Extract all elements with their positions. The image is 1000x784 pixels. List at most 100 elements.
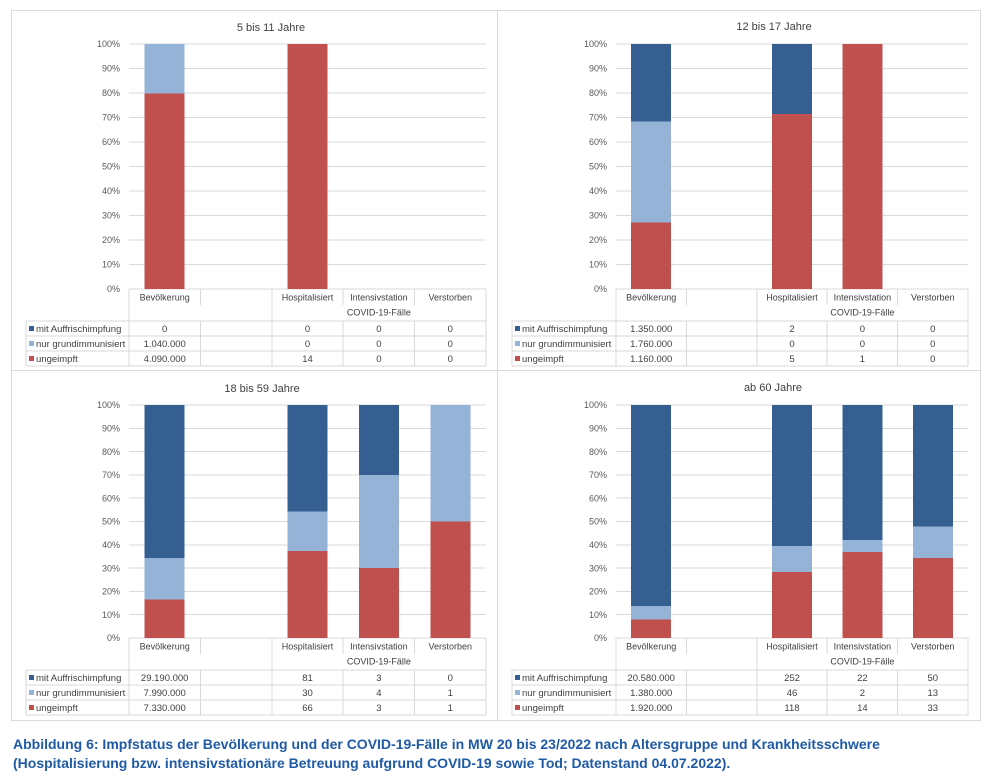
y-tick-label: 10% xyxy=(589,260,607,270)
legend-swatch-nur-grundimmunisiert xyxy=(515,690,520,695)
bar-hospitalisiert-mit-auffrischimpfung xyxy=(772,44,812,114)
bar-intensivstation-ungeimpft xyxy=(842,552,883,638)
y-tick-label: 10% xyxy=(102,260,120,270)
legend-label-ungeimpft: ungeimpft xyxy=(522,703,564,714)
y-tick-label: 70% xyxy=(589,113,607,123)
bar-hospitalisiert-mit-auffrischimpfung xyxy=(287,405,328,512)
legend-swatch-ungeimpft xyxy=(515,705,520,710)
bar-intensivstation-nur-grundimmunisiert xyxy=(358,474,399,569)
category-label-hospitalisiert: Hospitalisiert xyxy=(282,293,334,303)
legend-label-nur-grundimmunisiert: nur grundimmunisiert xyxy=(36,339,126,350)
category-label-intensivstation: Intensivstation xyxy=(350,642,408,652)
bar-bevoelkerung-nur-grundimmunisiert xyxy=(144,44,185,94)
bar-bevoelkerung-ungeimpft xyxy=(144,599,185,638)
category-group-label: COVID-19-Fälle xyxy=(830,308,894,318)
table-cell: 3 xyxy=(376,673,381,684)
bar-bevoelkerung-nur-grundimmunisiert xyxy=(631,121,672,223)
table-cell: 252 xyxy=(784,673,800,684)
legend-label-nur-grundimmunisiert: nur grundimmunisiert xyxy=(36,688,126,699)
y-tick-label: 70% xyxy=(589,470,607,480)
bar-verstorben-nur-grundimmunisiert xyxy=(912,526,953,558)
category-label-intensivstation: Intensivstation xyxy=(834,642,892,652)
category-label-bevoelkerung: Bevölkerung xyxy=(140,642,190,652)
y-tick-label: 90% xyxy=(589,64,607,74)
table-cell: 0 xyxy=(930,354,935,365)
y-tick-label: 0% xyxy=(107,284,120,294)
bar-verstorben-ungeimpft xyxy=(430,521,471,638)
y-tick-label: 50% xyxy=(102,162,120,172)
table-cell: 1.040.000 xyxy=(144,339,186,350)
table-cell: 13 xyxy=(928,688,939,699)
y-tick-label: 80% xyxy=(102,447,120,457)
y-tick-label: 50% xyxy=(102,517,120,527)
table-cell: 22 xyxy=(857,673,868,684)
table-cell: 0 xyxy=(448,324,453,335)
table-cell: 0 xyxy=(376,324,381,335)
legend-swatch-nur-grundimmunisiert xyxy=(515,341,520,346)
table-cell: 20.580.000 xyxy=(627,673,675,684)
table-cell: 0 xyxy=(448,673,453,684)
chart-panel-5-bis-11-jahre: 5 bis 11 Jahre 0% 10% 20% 30% 40% 50% 60% 70% 80%… xyxy=(11,10,498,371)
table-cell: 0 xyxy=(930,324,935,335)
chart-18-bis-59-jahre: 18 bis 59 Jahre 0% 10% 20% 30% 40% 50% 60% 70% 80… xyxy=(25,383,487,716)
legend-swatch-mit-auffrischimpfung xyxy=(515,326,520,331)
table-cell: 14 xyxy=(857,703,868,714)
category-label-hospitalisiert: Hospitalisiert xyxy=(766,293,818,303)
y-tick-label: 40% xyxy=(102,540,120,550)
category-label-hospitalisiert: Hospitalisiert xyxy=(766,642,818,652)
category-label-intensivstation: Intensivstation xyxy=(834,293,892,303)
bar-bevoelkerung-ungeimpft xyxy=(631,222,672,289)
bar-hospitalisiert-nur-grundimmunisiert xyxy=(772,546,812,572)
legend-swatch-mit-auffrischimpfung xyxy=(29,326,34,331)
table-cell: 0 xyxy=(305,324,310,335)
y-tick-label: 40% xyxy=(589,186,607,196)
y-tick-label: 60% xyxy=(102,137,120,147)
legend-swatch-nur-grundimmunisiert xyxy=(29,690,34,695)
chart-ab-60-jahre: ab 60 Jahre 0% 10% 20% 30% 40% 50% 60% 70% 80% 90%… xyxy=(511,382,969,716)
table-cell: 1.380.000 xyxy=(630,688,672,699)
bar-bevoelkerung-ungeimpft xyxy=(631,619,672,638)
legend-label-nur-grundimmunisiert: nur grundimmunisiert xyxy=(522,339,612,350)
chart-panel-ab-60-jahre: ab 60 Jahre 0% 10% 20% 30% 40% 50% 60% 70% 80% 90%… xyxy=(497,370,981,721)
caption-line-1: Abbildung 6: Impfstatus der Bevölkerung … xyxy=(13,736,880,752)
y-tick-label: 30% xyxy=(102,211,120,221)
table-cell: 7.330.000 xyxy=(144,703,186,714)
table-cell: 50 xyxy=(928,673,939,684)
table-cell: 1.160.000 xyxy=(630,354,672,365)
legend-label-ungeimpft: ungeimpft xyxy=(36,354,78,365)
bar-verstorben-ungeimpft xyxy=(912,557,953,638)
bar-hospitalisiert-nur-grundimmunisiert xyxy=(287,511,328,552)
bar-bevoelkerung-mit-auffrischimpfung xyxy=(631,44,672,122)
y-tick-label: 100% xyxy=(584,400,607,410)
bar-intensivstation-nur-grundimmunisiert xyxy=(842,539,883,553)
y-tick-label: 20% xyxy=(589,587,607,597)
table-cell: 1.760.000 xyxy=(630,339,672,350)
y-tick-label: 30% xyxy=(589,211,607,221)
y-tick-label: 0% xyxy=(594,633,607,643)
chart-title: 18 bis 59 Jahre xyxy=(224,383,299,395)
legend-label-mit-auffrischimpfung: mit Auffrischimpfung xyxy=(522,324,607,335)
bar-intensivstation-ungeimpft xyxy=(358,568,399,638)
table-cell: 7.990.000 xyxy=(144,688,186,699)
bar-hospitalisiert-ungeimpft xyxy=(772,571,812,638)
table-cell: 30 xyxy=(302,688,313,699)
y-tick-label: 20% xyxy=(589,235,607,245)
bar-hospitalisiert-ungeimpft xyxy=(287,44,328,289)
bar-intensivstation-ungeimpft xyxy=(842,44,883,289)
table-cell: 29.190.000 xyxy=(141,673,189,684)
legend-label-mit-auffrischimpfung: mit Auffrischimpfung xyxy=(36,673,121,684)
legend-swatch-nur-grundimmunisiert xyxy=(29,341,34,346)
y-tick-label: 60% xyxy=(589,137,607,147)
y-tick-label: 100% xyxy=(584,39,607,49)
y-tick-label: 100% xyxy=(97,39,120,49)
category-group-label: COVID-19-Fälle xyxy=(830,657,894,667)
category-label-bevoelkerung: Bevölkerung xyxy=(626,293,676,303)
bar-bevoelkerung-ungeimpft xyxy=(144,93,185,290)
table-cell: 0 xyxy=(860,324,865,335)
category-label-verstorben: Verstorben xyxy=(429,293,473,303)
category-label-verstorben: Verstorben xyxy=(429,642,473,652)
legend-swatch-mit-auffrischimpfung xyxy=(29,675,34,680)
legend-label-ungeimpft: ungeimpft xyxy=(36,703,78,714)
y-tick-label: 80% xyxy=(102,88,120,98)
